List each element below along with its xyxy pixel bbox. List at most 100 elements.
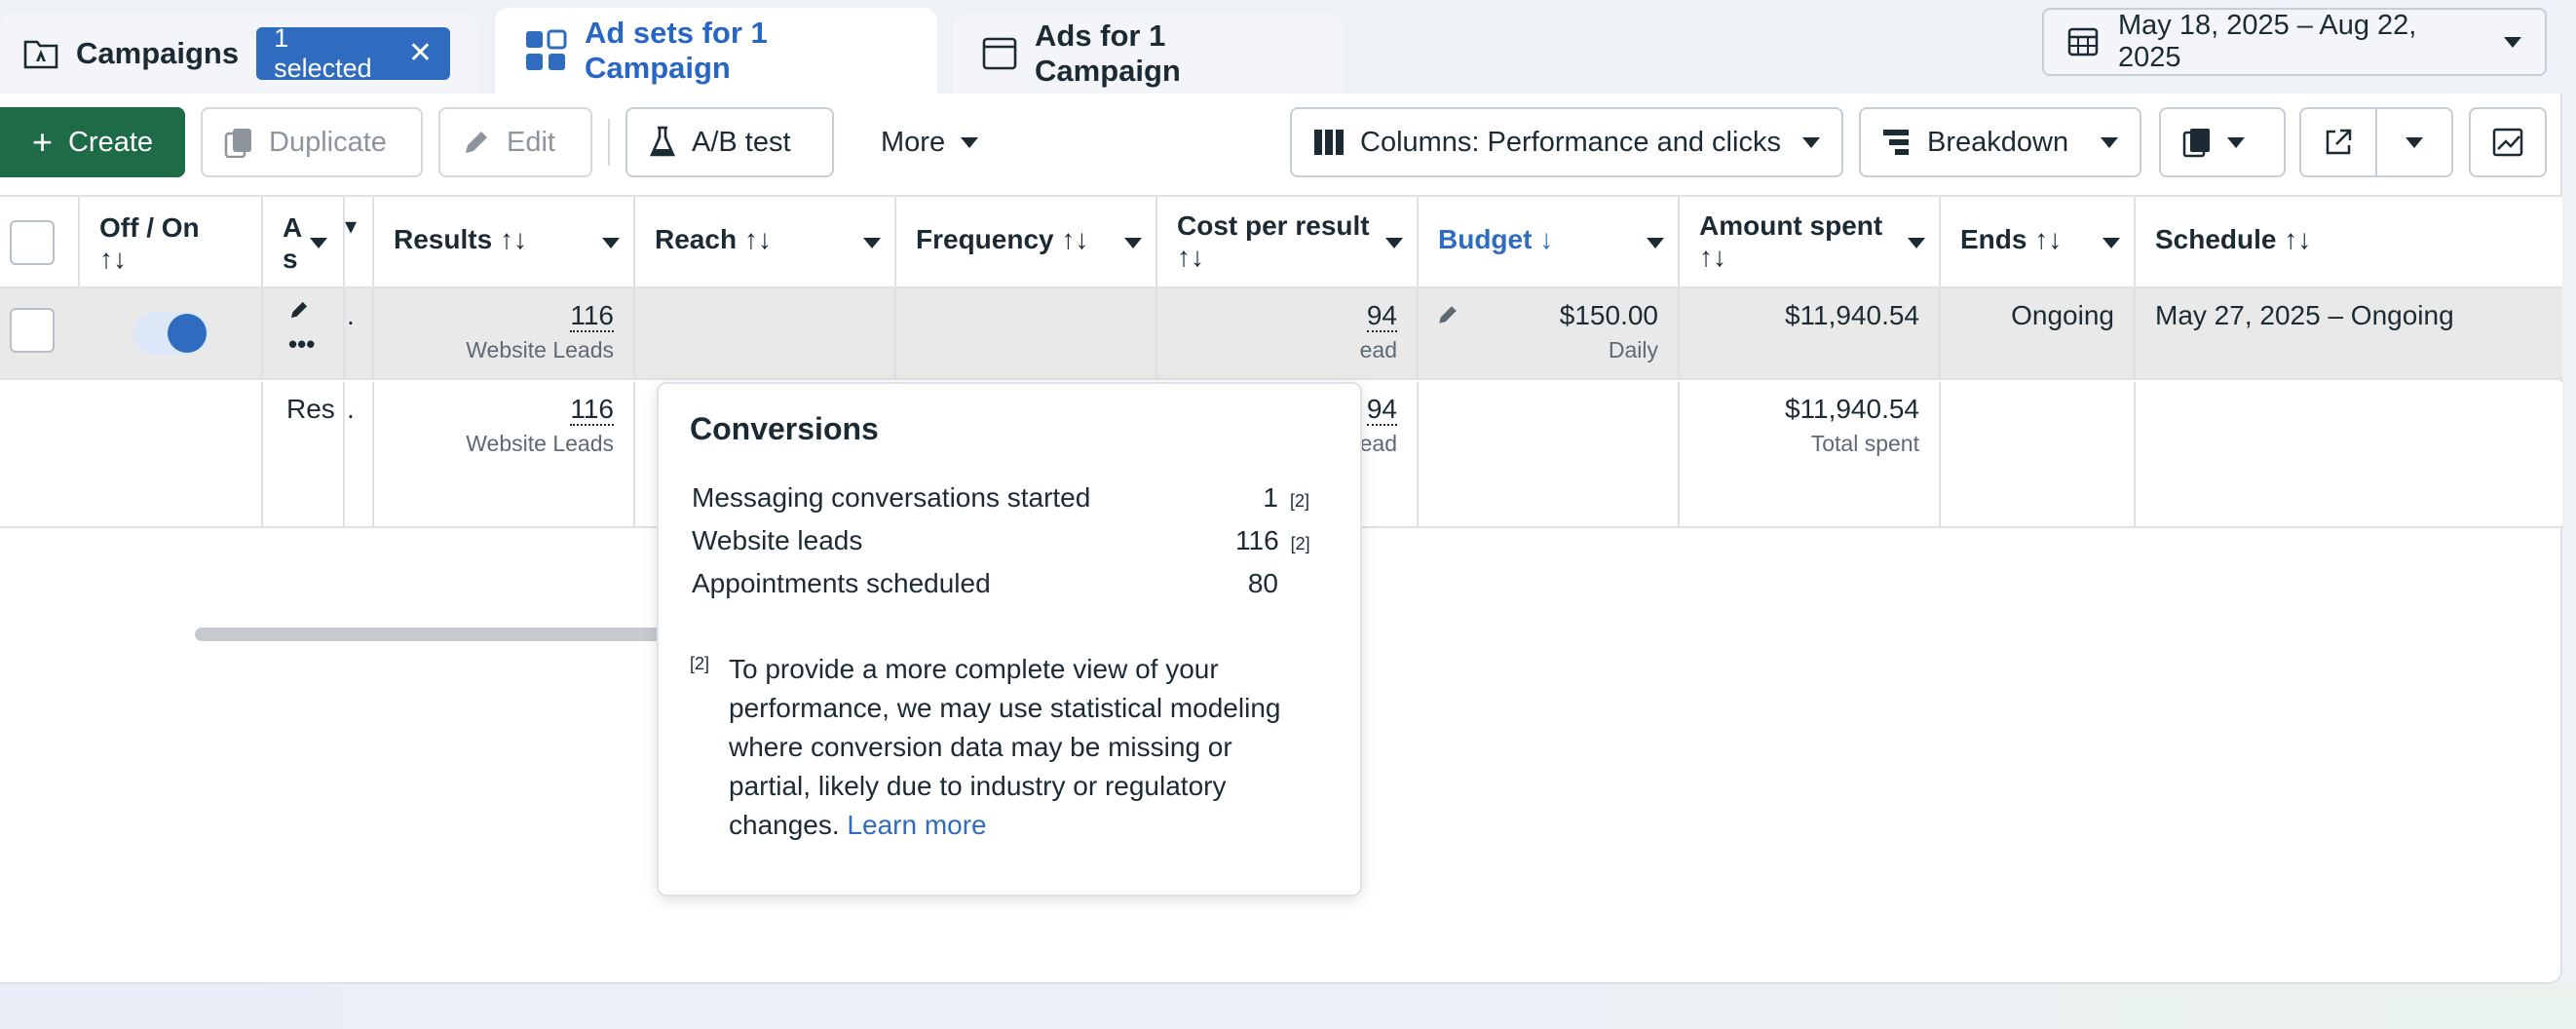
- header-ends[interactable]: Ends ↑↓: [1941, 197, 2136, 288]
- breakdown-icon: [1882, 128, 1912, 157]
- ends-value: Ongoing: [2011, 300, 2114, 330]
- grid-icon: [524, 29, 567, 72]
- create-button[interactable]: + Create: [0, 107, 185, 177]
- learn-more-link[interactable]: Learn more: [847, 810, 987, 840]
- summary-results-type: Website Leads: [466, 431, 614, 456]
- header-reach-label: Reach: [655, 224, 738, 254]
- chart-button[interactable]: [2469, 107, 2547, 177]
- reports-button[interactable]: [2159, 107, 2286, 177]
- summary-cost-value[interactable]: 94: [1366, 394, 1397, 426]
- chevron-down-icon: [1124, 238, 1142, 248]
- chevron-down-icon: [2227, 136, 2245, 148]
- date-range-picker[interactable]: May 18, 2025 – Aug 22, 2025: [2042, 8, 2547, 76]
- sort-icon: ↑↓: [1699, 242, 1726, 272]
- table-row[interactable]: ••• . 116 Website Leads 94 ead $150.00 D…: [0, 288, 2562, 380]
- summary-label: Res: [286, 394, 335, 424]
- more-button[interactable]: More: [857, 107, 1023, 177]
- header-results-label: Results: [394, 224, 493, 254]
- header-reach[interactable]: Reach ↑↓: [635, 197, 896, 288]
- adset-toggle[interactable]: [133, 312, 208, 355]
- ab-test-button[interactable]: A/B test: [625, 107, 834, 177]
- popover-row-footnote: [2]: [1290, 534, 1310, 553]
- tab-adsets[interactable]: Ad sets for 1 Campaign: [495, 8, 937, 94]
- toolbar-divider: [608, 119, 610, 166]
- summary-results-value[interactable]: 116: [570, 394, 614, 426]
- horizontal-scrollbar[interactable]: [195, 628, 663, 641]
- amount-spent-value: $11,940.54: [1784, 300, 1919, 330]
- export-icon[interactable]: [2301, 128, 2375, 157]
- popover-rows: Messaging conversations started 1 [2] We…: [690, 482, 1329, 611]
- schedule-value: May 27, 2025 – Ongoing: [2155, 300, 2454, 330]
- row-reach-cell: [635, 288, 896, 378]
- header-off-on-label: Off / On: [99, 212, 200, 243]
- close-icon[interactable]: ✕: [407, 37, 433, 69]
- tab-campaigns[interactable]: Campaigns 1 selected ✕: [0, 14, 479, 94]
- tab-adsets-label: Ad sets for 1 Campaign: [585, 16, 768, 85]
- chevron-down-icon: [863, 238, 881, 248]
- sort-icon: ↑↓: [99, 244, 127, 274]
- row-toggle-cell: [80, 288, 263, 378]
- summary-schedule-cell: [2136, 382, 2562, 526]
- header-select-all: [0, 197, 80, 288]
- header-off-on[interactable]: Off / On ↑↓: [80, 197, 263, 288]
- header-cost-per-result[interactable]: Cost per result ↑↓: [1157, 197, 1419, 288]
- breakdown-button[interactable]: Breakdown: [1859, 107, 2141, 177]
- chevron-down-icon: [1385, 238, 1403, 248]
- header-schedule[interactable]: Schedule ↑↓: [2136, 197, 2562, 288]
- row-name-cell: •••: [263, 288, 345, 378]
- popover-footnote: [2] To provide a more complete view of y…: [690, 650, 1313, 845]
- popover-row: Messaging conversations started 1 [2]: [690, 482, 1329, 525]
- trend-chart-icon: [2492, 128, 2523, 157]
- header-results[interactable]: Results ↑↓: [374, 197, 635, 288]
- popover-row-label: Website leads: [692, 525, 863, 555]
- summary-results-cell: 116 Website Leads: [374, 382, 635, 526]
- tab-ads-label: Ads for 1 Campaign: [1035, 19, 1181, 88]
- export-dropdown[interactable]: [2377, 136, 2451, 148]
- popover-row-value: 116: [1235, 525, 1279, 555]
- header-budget[interactable]: Budget ↓: [1419, 197, 1680, 288]
- row-schedule-cell: May 27, 2025 – Ongoing: [2136, 288, 2562, 378]
- header-ends-label: Ends: [1960, 224, 2027, 254]
- header-adset-name[interactable]: A s: [263, 197, 345, 288]
- plus-icon: +: [31, 122, 53, 162]
- popover-row-value: 80: [1247, 568, 1278, 598]
- tab-ads[interactable]: Ads for 1 Campaign: [953, 14, 1345, 94]
- row-truncated-cell: .: [345, 288, 374, 378]
- header-budget-label: Budget: [1438, 224, 1533, 254]
- row-checkbox[interactable]: [10, 308, 55, 353]
- page-background-band: [0, 984, 2576, 1029]
- chevron-down-icon: [310, 238, 327, 248]
- cost-value[interactable]: 94: [1366, 300, 1397, 332]
- header-amount-spent[interactable]: Amount spent ↑↓: [1680, 197, 1941, 288]
- duplicate-label: Duplicate: [269, 126, 387, 158]
- columns-button[interactable]: Columns: Performance and clicks: [1290, 107, 1843, 177]
- row-ends-cell: Ongoing: [1941, 288, 2136, 378]
- more-options-icon[interactable]: •••: [288, 329, 316, 359]
- reports-icon: [2182, 127, 2212, 158]
- main-panel: + Create Duplicate Edit A/B test More Co…: [0, 94, 2562, 984]
- selected-chip[interactable]: 1 selected ✕: [256, 23, 450, 83]
- header-truncated-column[interactable]: ▾: [345, 197, 374, 288]
- columns-icon: [1313, 129, 1345, 156]
- sort-icon: ↑↓: [499, 224, 527, 254]
- table-header-row: Off / On ↑↓ A s ▾ Results ↑↓ Reach ↑↓: [0, 195, 2562, 288]
- edit-button[interactable]: Edit: [438, 107, 592, 177]
- tab-campaigns-label: Campaigns: [76, 36, 240, 70]
- conversions-popover: Conversions Messaging conversations star…: [657, 382, 1362, 896]
- summary-truncated-cell: .: [345, 382, 374, 526]
- duplicate-button[interactable]: Duplicate: [201, 107, 423, 177]
- pencil-icon[interactable]: [288, 296, 343, 327]
- header-frequency[interactable]: Frequency ↑↓: [896, 197, 1157, 288]
- chevron-down-icon: [2406, 136, 2423, 148]
- budget-type: Daily: [1608, 337, 1658, 362]
- date-range-label: May 18, 2025 – Aug 22, 2025: [2118, 10, 2417, 73]
- results-value[interactable]: 116: [570, 300, 614, 332]
- select-all-checkbox[interactable]: [10, 220, 55, 265]
- folder-icon: [23, 38, 58, 69]
- chevron-down-icon: [2102, 238, 2120, 248]
- popover-row-label: Messaging conversations started: [692, 482, 1091, 513]
- sort-down-icon: ↓: [1539, 224, 1554, 254]
- header-adset-label-1: A: [283, 212, 303, 243]
- pencil-icon[interactable]: [1436, 302, 1459, 333]
- cost-type: ead: [1359, 337, 1397, 362]
